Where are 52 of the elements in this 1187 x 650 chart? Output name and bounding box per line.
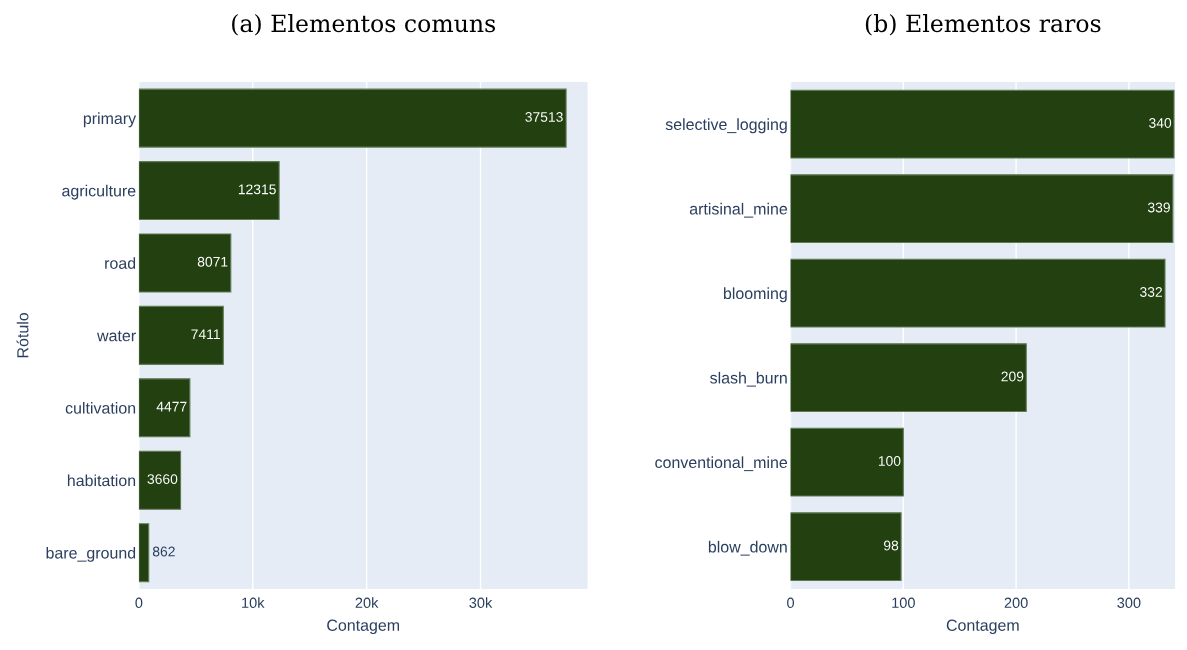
- y-tick-label: artisinal_mine: [689, 202, 788, 218]
- data-label: 332: [1140, 287, 1162, 297]
- y-tick-label: selective_logging: [665, 118, 787, 134]
- data-label: 12315: [238, 184, 276, 195]
- bar: [138, 450, 182, 510]
- bar: [138, 523, 150, 583]
- data-label: 98: [883, 540, 899, 551]
- x-tick-label: 10k: [242, 597, 265, 608]
- x-axis-title: Contagem: [327, 619, 400, 635]
- y-tick-label: blooming: [723, 287, 787, 303]
- y-tick-label: blow_down: [708, 540, 787, 556]
- bar: [790, 512, 902, 582]
- x-tick-label: 30k: [469, 597, 493, 608]
- bar: [790, 174, 1174, 244]
- data-label: 862: [152, 546, 175, 557]
- x-tick-label: 0: [135, 597, 143, 608]
- y-tick-label: primary: [83, 112, 137, 128]
- data-label: 209: [1001, 371, 1024, 382]
- data-label: 7411: [191, 329, 220, 339]
- y-tick-label: habitation: [67, 474, 136, 487]
- bar: [138, 233, 232, 293]
- x-tick-label: 300: [1117, 597, 1141, 608]
- bar: [138, 305, 224, 365]
- bar: [138, 161, 280, 221]
- x-tick-label: 0: [787, 597, 795, 608]
- bar: [790, 427, 904, 497]
- y-tick-label: agriculture: [62, 184, 136, 200]
- chart-title: (b) Elementos raros: [865, 13, 1101, 36]
- data-label: 3660: [147, 474, 178, 484]
- data-label: 8071: [197, 256, 228, 267]
- y-tick-label: bare_ground: [46, 546, 136, 562]
- y-tick-label: road: [105, 257, 136, 269]
- data-label: 37513: [525, 112, 563, 122]
- bar: [790, 89, 1175, 159]
- y-tick-label: conventional_mine: [655, 456, 788, 472]
- x-tick-label: 100: [892, 597, 915, 608]
- y-axis-title: Rótulo: [16, 312, 29, 358]
- y-tick-label: water: [97, 330, 136, 342]
- data-label: 339: [1147, 202, 1170, 213]
- data-label: 100: [878, 456, 901, 466]
- y-tick-label: slash_burn: [710, 371, 787, 387]
- x-axis-title: Contagem: [946, 619, 1019, 635]
- bar: [790, 343, 1027, 413]
- chart-title: (a) Elementos comuns: [232, 13, 496, 36]
- x-tick-label: 20k: [355, 597, 379, 608]
- x-tick-label: 200: [1004, 597, 1028, 608]
- bar: [138, 378, 191, 438]
- bar: [138, 88, 567, 148]
- y-tick-label: cultivation: [65, 402, 136, 414]
- data-label: 4477: [156, 401, 187, 412]
- bar: [790, 258, 1166, 328]
- data-label: 340: [1149, 118, 1172, 128]
